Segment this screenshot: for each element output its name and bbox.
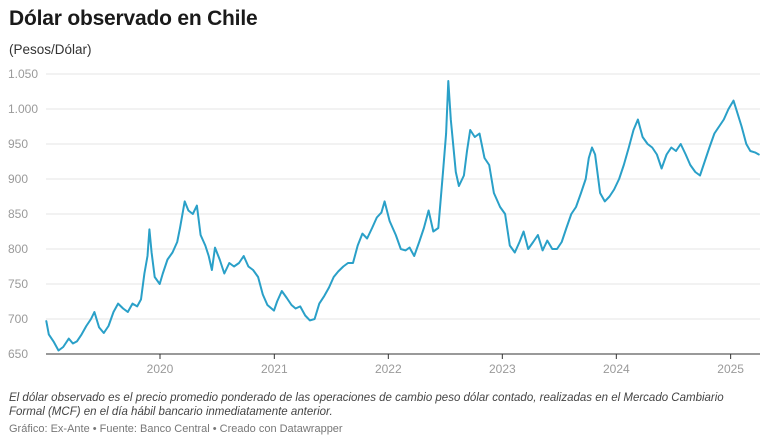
y-tick-label: 950 [8,137,28,151]
y-tick-label: 1.050 [8,67,38,81]
x-tick-label: 2020 [147,362,174,376]
chart-credit: Gráfico: Ex-Ante • Fuente: Banco Central… [9,423,343,435]
x-tick-label: 2025 [717,362,744,376]
grid-lines [46,73,760,355]
y-axis-ticks: 650 700 750 800 850 900 950 1.000 1.050 [8,67,38,361]
series-line [45,80,760,352]
line-chart: 650 700 750 800 850 900 950 1.000 1.050 2020 2021… [8,67,760,376]
x-axis-ticks: 2020 2021 2022 2023 2024 2025 [147,354,744,376]
x-tick-label: 2024 [603,362,630,376]
y-tick-label: 850 [8,207,28,221]
y-tick-label: 800 [8,242,28,256]
chart-subtitle: (Pesos/Dólar) [9,42,92,57]
y-tick-label: 900 [8,172,28,186]
x-tick-label: 2023 [489,362,516,376]
x-tick-label: 2022 [375,362,402,376]
y-tick-label: 1.000 [8,102,38,116]
y-tick-label: 750 [8,277,28,291]
y-tick-label: 700 [8,312,28,326]
chart-note: El dólar observado es el precio promedio… [9,392,724,418]
x-tick-label: 2021 [261,362,288,376]
y-tick-label: 650 [8,347,28,361]
chart-title: Dólar observado en Chile [9,7,258,30]
series-layer [45,80,760,352]
